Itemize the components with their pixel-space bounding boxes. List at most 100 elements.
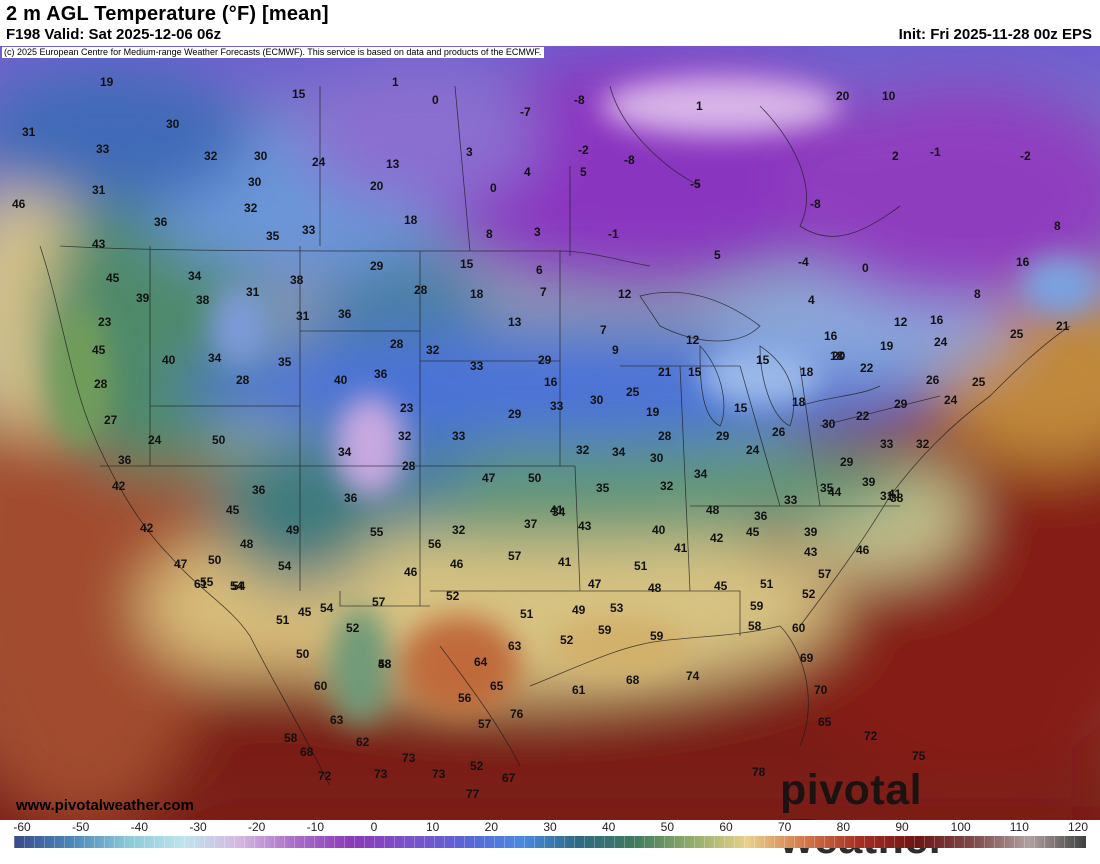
temp-value: 36 <box>154 215 168 229</box>
temp-value: 49 <box>572 603 586 617</box>
colorbar-segment <box>984 836 985 848</box>
temp-value: 45 <box>92 343 106 357</box>
temp-value: 68 <box>300 745 314 759</box>
temp-value: 18 <box>800 365 814 379</box>
temp-value: 29 <box>840 455 854 469</box>
temp-value: 54 <box>232 579 246 593</box>
temp-value: 42 <box>112 479 126 493</box>
colorbar-segment <box>94 836 95 848</box>
colorbar-segment <box>114 836 115 848</box>
temp-value: 32 <box>204 149 218 163</box>
temp-value: 46 <box>12 197 26 211</box>
temp-value: 48 <box>648 581 662 595</box>
colorbar-segment <box>1054 836 1055 848</box>
colorbar-segment <box>714 836 715 848</box>
temp-value: 52 <box>446 589 460 603</box>
temp-value: 32 <box>576 443 590 457</box>
temp-value: 46 <box>450 557 464 571</box>
colorbar-segment <box>624 836 625 848</box>
temp-value: 33 <box>880 437 894 451</box>
temp-value: -2 <box>578 143 589 157</box>
colorbar-segment <box>704 836 705 848</box>
temp-value: 28 <box>414 283 428 297</box>
colorbar-segment <box>354 836 355 848</box>
temp-value: 34 <box>338 445 352 459</box>
temp-value: 33 <box>470 359 484 373</box>
temp-value: 67 <box>502 771 516 785</box>
temp-value: 8 <box>1054 219 1061 233</box>
temp-value: 25 <box>972 375 986 389</box>
colorbar-segment <box>294 836 295 848</box>
colorbar-segment <box>224 836 225 848</box>
colorbar-segment <box>334 836 335 848</box>
colorbar-segment <box>164 836 165 848</box>
colorbar-segment <box>1034 836 1035 848</box>
colorbar-segment <box>654 836 655 848</box>
temp-value: 38 <box>196 293 210 307</box>
temp-value: 47 <box>588 577 602 591</box>
temp-value: 50 <box>212 433 226 447</box>
colorbar-segment <box>544 836 545 848</box>
temp-value: 73 <box>374 767 388 781</box>
temp-value: 30 <box>822 417 836 431</box>
temp-value: 18 <box>830 349 844 363</box>
colorbar-segment <box>384 836 385 848</box>
temp-value: 25 <box>1010 327 1024 341</box>
temp-value: 13 <box>508 315 522 329</box>
colorbar-segment <box>794 836 795 848</box>
temp-value: 5 <box>580 165 587 179</box>
temperature-detail <box>50 76 1100 726</box>
temp-value: 36 <box>344 491 358 505</box>
temp-value: 58 <box>378 657 392 671</box>
temp-value: 31 <box>246 285 260 299</box>
temp-value: 69 <box>800 651 814 665</box>
temp-value: -8 <box>624 153 635 167</box>
colorbar-segment <box>904 836 905 848</box>
temp-value: 55 <box>370 525 384 539</box>
colorbar-segment <box>884 836 885 848</box>
colorbar-tick-label: 50 <box>660 820 675 834</box>
colorbar-segment <box>474 836 475 848</box>
colorbar-segment <box>664 836 665 848</box>
temp-value: 15 <box>292 87 306 101</box>
temp-value: 39 <box>136 291 150 305</box>
temp-value: 26 <box>772 425 786 439</box>
colorbar-segment <box>304 836 305 848</box>
colorbar-segment <box>514 836 515 848</box>
temp-value: 63 <box>508 639 522 653</box>
temp-value: 15 <box>688 365 702 379</box>
colorbar-segment <box>484 836 485 848</box>
temp-value: 20 <box>832 349 846 363</box>
colorbar-segment <box>244 836 245 848</box>
temp-value: -7 <box>520 105 531 119</box>
map-header: 2 m AGL Temperature (°F) [mean] F198 Val… <box>0 0 1100 46</box>
colorbar-segment <box>374 836 375 848</box>
temp-value: 76 <box>510 707 524 721</box>
temp-value: 38 <box>890 491 904 505</box>
temp-value: 41 <box>550 503 564 517</box>
temp-value: 41 <box>674 541 688 555</box>
colorbar-segment <box>804 836 805 848</box>
temp-value: 12 <box>894 315 908 329</box>
temp-value: -8 <box>574 93 585 107</box>
colorbar-segment <box>414 836 415 848</box>
colorbar-segment <box>1024 836 1025 848</box>
colorbar-segment <box>284 836 285 848</box>
temp-value: 31 <box>92 183 106 197</box>
colorbar-segment <box>44 836 45 848</box>
temp-value: 19 <box>646 405 660 419</box>
colorbar-tick-label: 90 <box>895 820 909 834</box>
temp-value: 50 <box>528 471 542 485</box>
temp-value: 64 <box>474 655 488 669</box>
brand-logo: pivotal weather <box>780 766 946 863</box>
temp-value: 72 <box>318 769 332 783</box>
colorbar-segment <box>574 836 575 848</box>
temp-value: -1 <box>608 227 619 241</box>
colorbar-tick-label: 10 <box>425 820 440 834</box>
colorbar-segment <box>344 836 345 848</box>
temp-value: 51 <box>634 559 648 573</box>
colorbar-segment <box>214 836 215 848</box>
temp-value: 53 <box>610 601 624 615</box>
temp-value: 45 <box>226 503 240 517</box>
temp-value: 30 <box>166 117 180 131</box>
